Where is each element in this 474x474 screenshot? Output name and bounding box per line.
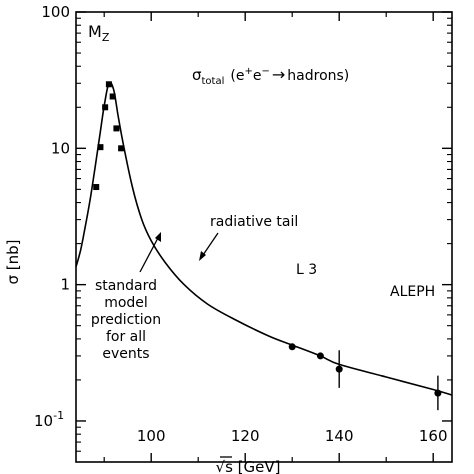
x-tick-label: 120 bbox=[231, 427, 260, 445]
y-tick-label: 100 bbox=[41, 3, 70, 21]
lep-square-point bbox=[109, 93, 116, 100]
tick-labels: 100 120 140 160 100 10 1 10-1 bbox=[34, 3, 448, 445]
axis-ticks bbox=[76, 11, 452, 462]
plot-frame bbox=[75, 11, 453, 463]
sm-prediction-arrow bbox=[139, 235, 160, 273]
y-tick-label: 1 bbox=[60, 276, 70, 294]
svg-text:standard: standard bbox=[95, 278, 157, 294]
lep-square-point bbox=[118, 145, 125, 152]
svg-text:for all: for all bbox=[106, 329, 146, 345]
svg-text:model: model bbox=[104, 295, 148, 311]
lep-square-point bbox=[105, 81, 112, 88]
lep-square-point bbox=[93, 184, 100, 191]
radiative-tail-label: radiative tail bbox=[210, 214, 298, 230]
x-axis-label: √s [GeV] bbox=[216, 458, 281, 474]
lep-square-point bbox=[113, 125, 120, 132]
sm-prediction-arrowhead bbox=[155, 232, 161, 242]
svg-text:events: events bbox=[102, 346, 149, 362]
y-tick-label: 10 bbox=[51, 139, 70, 157]
sm-prediction-label: standard model prediction for all events bbox=[91, 278, 161, 362]
y-tick-label: 10-1 bbox=[34, 409, 64, 430]
aleph-label: ALEPH bbox=[390, 284, 435, 300]
high-energy-point bbox=[434, 389, 442, 397]
x-tick-label: 160 bbox=[419, 427, 448, 445]
x-tick-label: 100 bbox=[137, 427, 166, 445]
mz-label: MZ bbox=[88, 22, 110, 44]
high-energy-point bbox=[335, 365, 343, 373]
radiative-tail-arrowhead bbox=[199, 251, 206, 261]
x-tick-label: 140 bbox=[325, 427, 354, 445]
high-energy-point bbox=[316, 352, 324, 360]
process-label: σtotal (e+e− → hadrons) bbox=[192, 65, 349, 87]
high-energy-point bbox=[288, 343, 296, 351]
l3-label: L 3 bbox=[296, 262, 317, 278]
lep-square-point bbox=[102, 104, 109, 111]
data-points bbox=[93, 81, 442, 411]
lep-square-point bbox=[97, 144, 104, 151]
y-axis-label: σ [nb] bbox=[4, 239, 22, 284]
svg-text:prediction: prediction bbox=[91, 312, 161, 328]
